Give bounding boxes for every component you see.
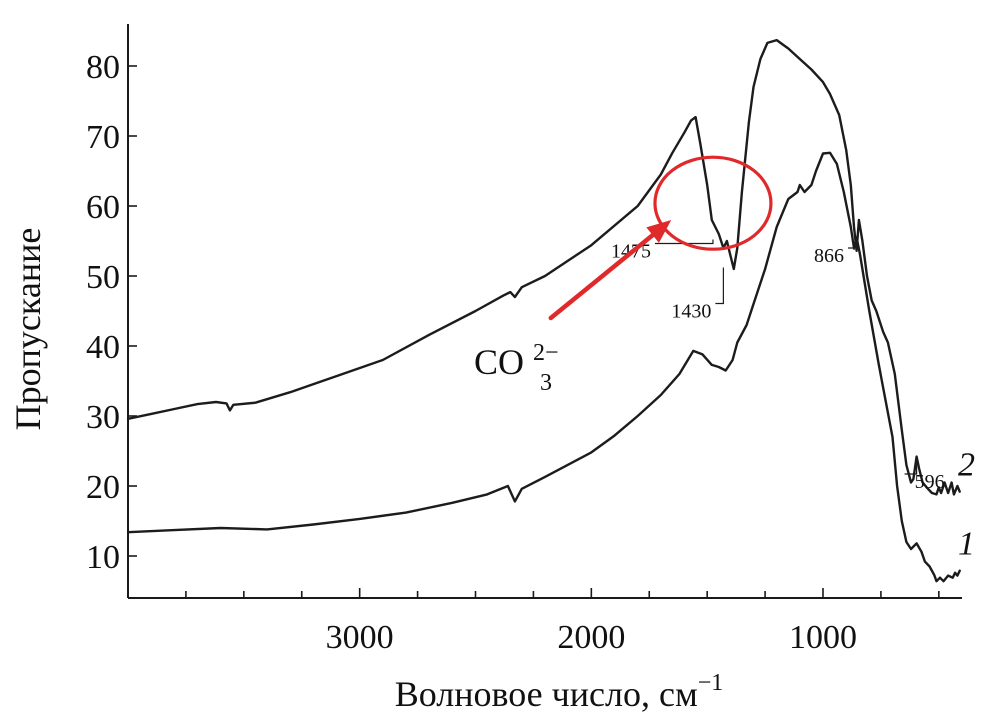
y-tick-label-10: 10 bbox=[86, 539, 120, 576]
x-tick-label-1000: 1000 bbox=[789, 619, 857, 656]
peak-leader-1475 bbox=[654, 239, 714, 245]
x-tick-label-2000: 2000 bbox=[557, 619, 625, 656]
annotation-label-charge: 2− bbox=[533, 340, 559, 366]
carbonate-annotation: CO 2− 3 bbox=[474, 155, 773, 396]
peak-leader-596 bbox=[904, 460, 918, 475]
annotation-label: CO 2− 3 bbox=[474, 328, 568, 396]
annotation-arrow bbox=[548, 232, 655, 321]
series-label-2: 2 bbox=[958, 447, 975, 484]
peak-leader-1430 bbox=[715, 267, 724, 305]
peak-labels: 14751430866596 bbox=[611, 239, 945, 493]
y-tick-label-40: 40 bbox=[86, 329, 120, 366]
annotation-label-subscript: 3 bbox=[540, 370, 552, 396]
y-tick-label-80: 80 bbox=[86, 49, 120, 86]
series-labels: 12 bbox=[958, 447, 975, 563]
annotation-circle bbox=[653, 155, 773, 251]
y-tick-label-60: 60 bbox=[86, 189, 120, 226]
peak-label-866: 866 bbox=[814, 245, 844, 267]
x-axis-title-unit-exponent: −1 bbox=[698, 670, 724, 696]
y-ticks: 10 20 30 40 50 60 70 80 bbox=[86, 49, 137, 576]
x-axis-title: Волновое число, см−1 bbox=[395, 670, 724, 714]
y-tick-label-50: 50 bbox=[86, 259, 120, 296]
series-2-line bbox=[126, 38, 961, 496]
peak-label-1430: 1430 bbox=[671, 301, 711, 323]
annotation-label-main: CO bbox=[474, 342, 524, 382]
peak-leader-866 bbox=[848, 247, 855, 250]
x-tick-label-3000: 3000 bbox=[326, 619, 394, 656]
y-axis-title: Пропускание bbox=[8, 228, 48, 431]
x-axis-title-main: Волновое число, см bbox=[395, 674, 698, 714]
series-group bbox=[126, 38, 961, 583]
peak-label-596: 596 bbox=[915, 471, 945, 493]
y-tick-label-70: 70 bbox=[86, 119, 120, 156]
series-label-1: 1 bbox=[958, 526, 975, 563]
y-tick-label-30: 30 bbox=[86, 399, 120, 436]
x-ticks: 3000 2000 1000 bbox=[127, 588, 940, 656]
y-tick-label-20: 20 bbox=[86, 469, 120, 506]
series-1-line bbox=[126, 151, 961, 583]
annotation-arrowhead bbox=[646, 220, 672, 243]
